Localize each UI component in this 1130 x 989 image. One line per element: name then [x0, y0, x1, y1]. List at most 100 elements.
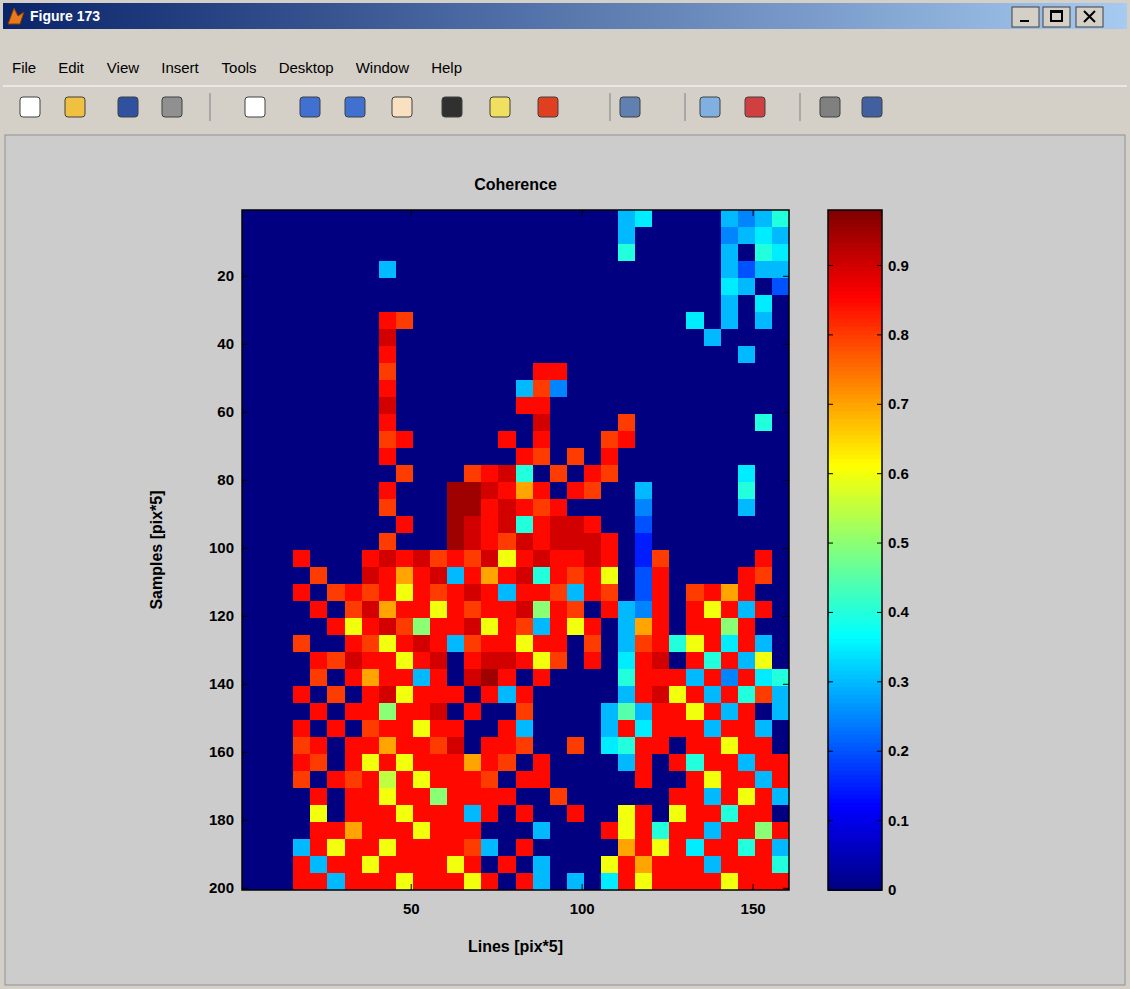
cell [276, 720, 293, 737]
cell [704, 601, 721, 618]
cell [498, 431, 515, 448]
colorbar-band [828, 330, 882, 335]
menu-item[interactable]: Edit [58, 59, 85, 76]
cell [704, 363, 721, 380]
cell [755, 431, 772, 448]
colorbar-band [828, 802, 882, 807]
toolbar-icon[interactable] [490, 97, 510, 117]
cell [481, 414, 498, 431]
cell [396, 499, 413, 516]
cell [259, 312, 276, 329]
cell [652, 363, 669, 380]
cell [259, 567, 276, 584]
toolbar-icon[interactable] [20, 97, 40, 117]
cell [362, 669, 379, 686]
toolbar-icon[interactable] [538, 97, 558, 117]
toolbar-icon[interactable] [442, 97, 462, 117]
window-button[interactable] [1043, 7, 1070, 27]
cell [464, 584, 481, 601]
cell [618, 431, 635, 448]
window-button[interactable] [1012, 7, 1039, 27]
cell [669, 533, 686, 550]
cell [259, 771, 276, 788]
y-tick [242, 548, 248, 549]
cell [738, 295, 755, 312]
cell [242, 244, 259, 261]
y-tick [783, 548, 789, 549]
menu-item[interactable]: Desktop [279, 59, 334, 76]
menu-item[interactable]: Insert [161, 59, 199, 76]
toolbar-icon[interactable] [745, 97, 765, 117]
toolbar-icon[interactable] [300, 97, 320, 117]
cell [276, 363, 293, 380]
cell [379, 482, 396, 499]
cell [259, 686, 276, 703]
cell [345, 822, 362, 839]
cell [533, 737, 550, 754]
cell [618, 363, 635, 380]
cell [310, 839, 327, 856]
toolbar-icon[interactable] [862, 97, 882, 117]
toolbar-icon[interactable] [700, 97, 720, 117]
colorbar-band [828, 658, 882, 663]
colorbar-band [828, 562, 882, 567]
cell [447, 448, 464, 465]
colorbar-band [828, 830, 882, 835]
cell [430, 788, 447, 805]
toolbar-icon[interactable] [392, 97, 412, 117]
cell [704, 482, 721, 499]
colorbar-band [828, 730, 882, 735]
cell [413, 839, 430, 856]
cell [310, 584, 327, 601]
cell [430, 261, 447, 278]
cell [481, 278, 498, 295]
cell [550, 703, 567, 720]
cell [652, 312, 669, 329]
colorbar-band [828, 318, 882, 323]
y-tick [242, 412, 248, 413]
cell [396, 397, 413, 414]
toolbar-icon[interactable] [245, 97, 265, 117]
cell [669, 278, 686, 295]
cell [533, 363, 550, 380]
window-button[interactable] [1076, 7, 1103, 27]
cell [618, 873, 635, 890]
cell [276, 448, 293, 465]
cell [652, 788, 669, 805]
toolbar-icon[interactable] [345, 97, 365, 117]
cell [430, 363, 447, 380]
cell [669, 346, 686, 363]
cell [379, 227, 396, 244]
cell [584, 856, 601, 873]
cell [618, 788, 635, 805]
menu-item[interactable]: File [12, 59, 36, 76]
cell [755, 652, 772, 669]
cell [293, 618, 310, 635]
toolbar-icon[interactable] [65, 97, 85, 117]
toolbar-icon[interactable] [118, 97, 138, 117]
cell [755, 533, 772, 550]
cell [430, 703, 447, 720]
cell [447, 363, 464, 380]
cell [379, 278, 396, 295]
cell [584, 873, 601, 890]
cell [310, 210, 327, 227]
cell [310, 771, 327, 788]
menu-item[interactable]: Tools [222, 59, 257, 76]
cell [755, 414, 772, 431]
menu-item[interactable]: View [107, 59, 139, 76]
toolbar-icon[interactable] [820, 97, 840, 117]
cell [293, 805, 310, 822]
cell [721, 771, 738, 788]
cell [345, 771, 362, 788]
menu-item[interactable]: Window [356, 59, 410, 76]
cell [242, 686, 259, 703]
toolbar-icon[interactable] [620, 97, 640, 117]
cell [464, 771, 481, 788]
cell [481, 363, 498, 380]
colorbar-band [828, 554, 882, 559]
colorbar-band [828, 822, 882, 827]
menu-item[interactable]: Help [431, 59, 462, 76]
cell [704, 380, 721, 397]
toolbar-icon[interactable] [162, 97, 182, 117]
